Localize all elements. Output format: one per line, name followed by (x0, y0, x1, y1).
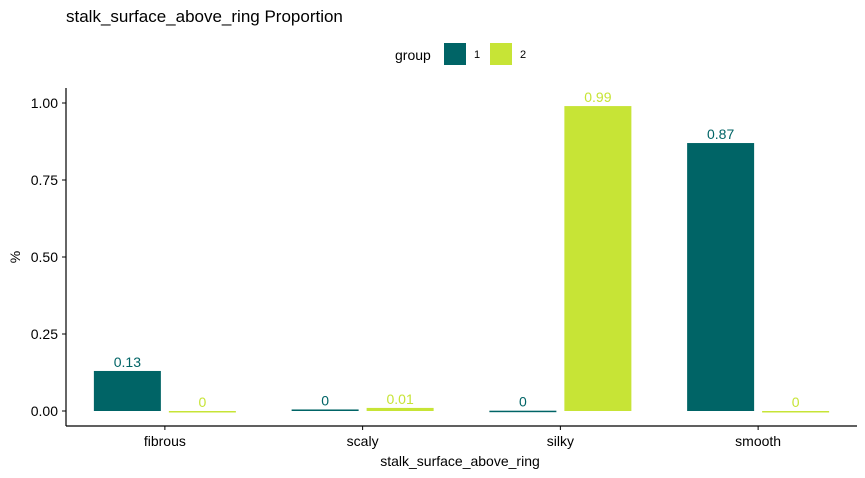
bar-series-1 (291, 409, 359, 411)
y-tick-label: 1.00 (31, 95, 58, 111)
legend-label-2: 2 (520, 49, 526, 61)
y-axis-title: % (7, 251, 23, 263)
y-tick-label: 0.25 (31, 326, 58, 342)
y-tick-label: 0.00 (31, 403, 58, 419)
y-tick-label: 0.75 (31, 172, 58, 188)
legend-title: group (395, 47, 431, 63)
bar-series-1 (489, 410, 557, 413)
data-label: 0.13 (114, 354, 141, 370)
x-axis-title: stalk_surface_above_ring (380, 453, 540, 469)
data-label: 0 (519, 394, 527, 410)
legend-label-1: 1 (474, 49, 480, 61)
bar-series-2 (366, 407, 434, 411)
bar-series-2 (762, 411, 830, 413)
data-label: 0 (792, 394, 800, 410)
data-label: 0.87 (707, 126, 734, 142)
bar-series-1 (93, 370, 161, 411)
data-label: 0 (198, 394, 206, 410)
x-tick-label: scaly (347, 433, 379, 449)
data-label: 0 (321, 392, 329, 408)
x-tick-label: silky (547, 433, 574, 449)
legend: group 1 2 (395, 43, 526, 65)
data-label: 0.01 (387, 391, 414, 407)
bar-series-2 (564, 106, 632, 411)
legend-swatch-1 (444, 43, 466, 65)
data-label: 0.99 (584, 89, 611, 105)
y-tick-label: 0.50 (31, 249, 58, 265)
plot-area: 0.00 0.25 0.50 0.75 1.00 fibrous 0.13 0 scaly 0 0.… (31, 89, 830, 449)
bar-series-2 (168, 411, 236, 413)
chart-title: stalk_surface_above_ring Proportion (66, 7, 343, 26)
x-tick-label: fibrous (144, 433, 186, 449)
bar-series-1 (687, 143, 755, 412)
x-tick-label: smooth (735, 433, 781, 449)
legend-swatch-2 (490, 43, 512, 65)
